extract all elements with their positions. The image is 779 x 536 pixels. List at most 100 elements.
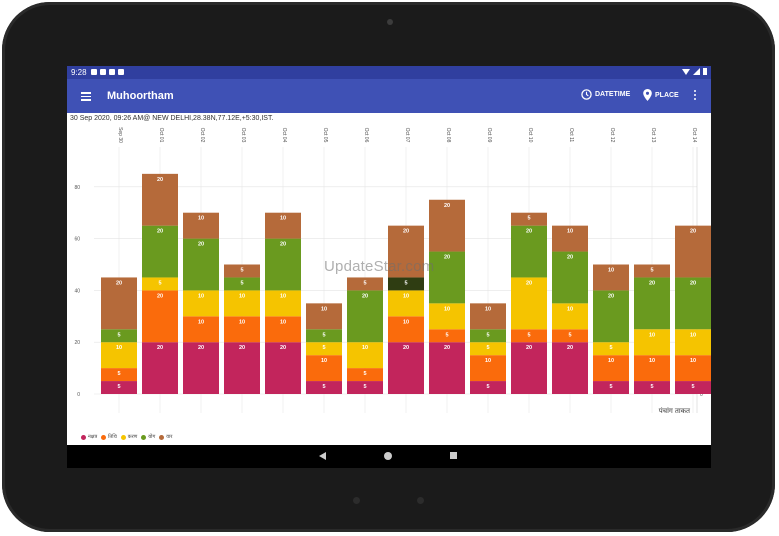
bar-segment [347,290,383,343]
back-button-icon[interactable] [319,452,326,460]
bar-value-label: 20 [690,229,696,235]
bar-value-label: 10 [362,345,368,351]
bar-value-label: 10 [567,306,573,312]
x-tick-label: Oct 10 [527,128,533,143]
bar-segment [593,264,629,291]
clock-icon [581,89,592,100]
bar-segment [552,251,588,304]
bar-segment [183,238,219,291]
bar-value-label: 20 [198,345,204,351]
bar-segment [224,342,260,394]
notification-icon [100,69,106,75]
bar-value-label: 10 [649,332,655,338]
bar-value-label: 5 [609,384,612,390]
bar-segment [265,290,301,317]
place-button[interactable]: PLACE [643,89,679,101]
bar-value-label: 10 [608,358,614,364]
bar-segment [142,290,178,343]
bar-value-label: 10 [403,319,409,325]
bar-segment [552,329,588,343]
bar-value-label: 10 [280,293,286,299]
bar-value-label: 20 [280,345,286,351]
datetime-location-info: 30 Sep 2020, 09:26 AM@ NEW DELHI,28.38N,… [70,115,274,122]
bar-value-label: 20 [608,293,614,299]
bar-value-label: 10 [485,358,491,364]
bar-value-label: 10 [280,319,286,325]
bar-value-label: 5 [486,345,489,351]
bar-segment [593,342,629,356]
bar-value-label: 10 [690,358,696,364]
x-tick-label: Oct 02 [199,128,205,143]
bar-segment [183,342,219,394]
bar-segment [634,355,670,382]
bar-value-label: 5 [445,332,448,338]
bar-segment [511,329,547,343]
bar-segment [101,368,137,382]
bar-segment [470,355,506,382]
bar-segment [224,264,260,278]
bar-value-label: 10 [608,268,614,274]
bar-segment [429,251,465,304]
datetime-button[interactable]: DATETIME [581,89,630,100]
x-tick-label: Oct 07 [404,128,410,143]
bar-value-label: 10 [239,293,245,299]
bar-value-label: 20 [526,280,532,286]
bar-value-label: 20 [403,229,409,235]
bar-segment [675,381,711,394]
bar-value-label: 5 [158,280,161,286]
bar-segment [306,329,342,343]
bar-segment [675,225,711,278]
bar-segment [552,225,588,252]
bar-segment [388,225,424,278]
bar-value-label: 5 [609,345,612,351]
speaker-right [417,497,424,504]
bar-value-label: 10 [485,306,491,312]
bar-value-label: 20 [198,242,204,248]
sd-card-icon [118,69,124,75]
device-screen: 9:28 Muhoortham DATETIME [67,66,711,468]
notification-icon [91,69,97,75]
y-tick-label: 60 [74,237,80,243]
bar-segment [470,381,506,394]
x-tick-label: Sep 30 [117,127,123,143]
bar-segment [183,316,219,343]
bar-value-label: 20 [444,255,450,261]
legend-label: नक्षत्र [88,434,98,440]
bar-segment [552,342,588,394]
legend-item: करण [120,434,137,440]
bar-segment [388,342,424,394]
bar-segment [142,342,178,394]
bar-segment [101,381,137,394]
bar-value-label: 20 [649,280,655,286]
bar-value-label: 20 [157,229,163,235]
legend-swatch [141,434,147,440]
bar-segment [347,381,383,394]
bar-segment [388,316,424,343]
bar-value-label: 5 [240,280,243,286]
bar-value-label: 5 [117,371,120,377]
bar-value-label: 10 [321,306,327,312]
bar-segment [142,173,178,226]
legend-swatch [159,434,165,440]
bar-value-label: 5 [650,268,653,274]
x-tick-label: Oct 13 [650,128,656,143]
bar-segment [347,368,383,382]
y-tick-label: 0 [77,392,80,398]
home-button-icon[interactable] [384,452,392,460]
app-bar: Muhoortham DATETIME PLACE [67,79,711,113]
bar-value-label: 20 [157,293,163,299]
bar-segment [388,277,424,291]
recents-button-icon[interactable] [450,452,457,459]
bar-segment [429,199,465,252]
datetime-label: DATETIME [595,91,631,98]
bar-segment [593,381,629,394]
bar-value-label: 5 [691,384,694,390]
bar-value-label: 10 [239,319,245,325]
hamburger-menu-icon[interactable] [81,92,91,101]
more-options-icon[interactable] [693,90,697,102]
bar-segment [347,277,383,291]
bar-value-label: 20 [157,345,163,351]
bar-segment [101,329,137,343]
bar-value-label: 10 [116,345,122,351]
legend-item: तिथि [101,434,117,440]
